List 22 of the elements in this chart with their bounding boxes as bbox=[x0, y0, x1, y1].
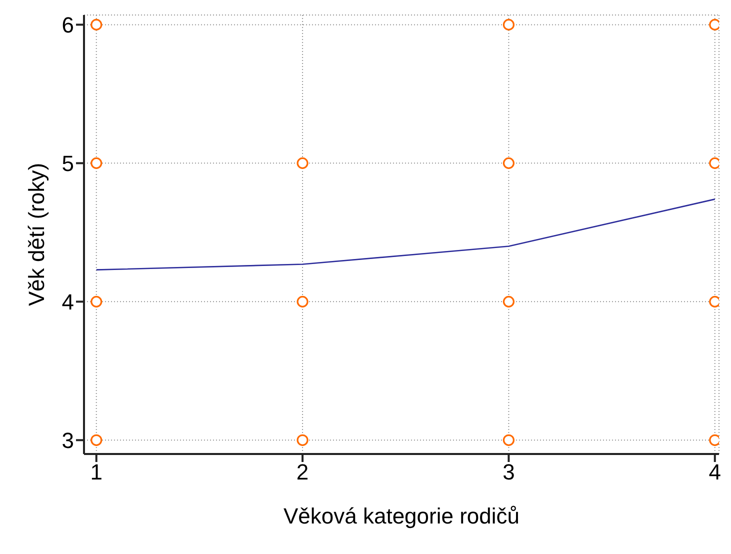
point bbox=[502, 157, 515, 169]
line-series bbox=[96, 198, 716, 270]
y-tick-label: 4 bbox=[62, 289, 74, 314]
x-tick-label: 3 bbox=[502, 460, 515, 485]
point bbox=[90, 18, 102, 30]
y-tick-label: 6 bbox=[62, 12, 74, 38]
y-tick-label: 3 bbox=[62, 428, 74, 453]
point bbox=[90, 157, 102, 169]
y-axis-title: Věk dětí (roky) bbox=[24, 162, 49, 306]
y-tick-label: 5 bbox=[62, 150, 74, 176]
point bbox=[90, 434, 102, 446]
point bbox=[296, 296, 308, 308]
x-axis-title: Věková kategorie rodičů bbox=[283, 504, 520, 529]
point bbox=[502, 296, 515, 308]
x-tick-label: 2 bbox=[296, 460, 309, 485]
point bbox=[296, 157, 308, 169]
point bbox=[502, 18, 515, 30]
x-tick-label: 1 bbox=[90, 460, 102, 485]
x-tick-label: 4 bbox=[708, 460, 721, 485]
point bbox=[296, 434, 308, 446]
point bbox=[502, 434, 515, 446]
point bbox=[90, 296, 102, 308]
